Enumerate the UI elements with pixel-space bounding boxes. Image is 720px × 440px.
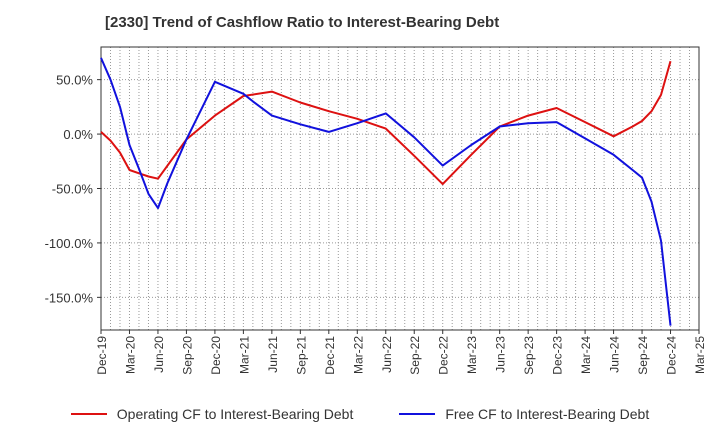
series-layer (100, 57, 672, 326)
free-cf-line (100, 57, 672, 326)
plot-frame (100, 46, 700, 331)
x-tick-label: Mar-23 (465, 336, 479, 374)
legend-label-operating: Operating CF to Interest-Bearing Debt (116, 406, 354, 422)
x-tick-label: Mar-20 (123, 336, 137, 374)
x-tick-label: Jun-22 (380, 336, 394, 373)
legend-label-free: Free CF to Interest-Bearing Debt (445, 406, 650, 422)
x-tick-label: Sep-20 (180, 336, 194, 375)
x-tick-label: Dec-21 (323, 336, 337, 375)
x-tick-label: Jun-24 (608, 336, 622, 373)
x-tick-label: Mar-21 (237, 336, 251, 374)
x-tick-label: Jun-21 (266, 336, 280, 373)
x-tick-label: Mar-22 (351, 336, 365, 374)
x-tick-label: Dec-20 (209, 336, 223, 375)
chart-title: [2330] Trend of Cashflow Ratio to Intere… (105, 14, 500, 31)
grid-layer (101, 47, 699, 330)
x-tick-label: Sep-21 (294, 336, 308, 375)
x-tick-label: Sep-22 (408, 336, 422, 375)
x-tick-label: Dec-23 (551, 336, 565, 375)
operating-cf-line (100, 60, 672, 186)
x-tick-label: Mar-25 (693, 336, 707, 374)
axis-layer: 50.0% 0.0% -50.0% -100.0% -150.0% Dec-19 Mar-2… (45, 46, 707, 375)
legend: Operating CF to Interest-Bearing Debt Fr… (0, 406, 720, 422)
y-tick-label: -50.0% (52, 182, 94, 197)
x-tick-label: Dec-24 (665, 336, 679, 375)
x-tick-label: Jun-20 (152, 336, 166, 373)
x-tick-label: Jun-23 (494, 336, 508, 373)
legend-item-operating: Operating CF to Interest-Bearing Debt (70, 406, 354, 422)
y-tick-label: 50.0% (56, 73, 93, 88)
y-tick-label: 0.0% (63, 127, 93, 142)
x-tick-label: Mar-24 (579, 336, 593, 374)
legend-swatch-free (399, 413, 436, 415)
x-tick-label: Dec-19 (95, 336, 109, 375)
legend-item-free: Free CF to Interest-Bearing Debt (399, 406, 649, 422)
y-tick-label: -150.0% (45, 290, 94, 305)
y-tick-label: -100.0% (45, 236, 94, 251)
x-tick-label: Sep-24 (636, 336, 650, 375)
x-tick-label: Sep-23 (522, 336, 536, 375)
x-tick-label: Dec-22 (437, 336, 451, 375)
chart-canvas: 50.0% 0.0% -50.0% -100.0% -150.0% Dec-19 Mar-2… (45, 46, 707, 375)
legend-swatch-operating (70, 413, 107, 415)
